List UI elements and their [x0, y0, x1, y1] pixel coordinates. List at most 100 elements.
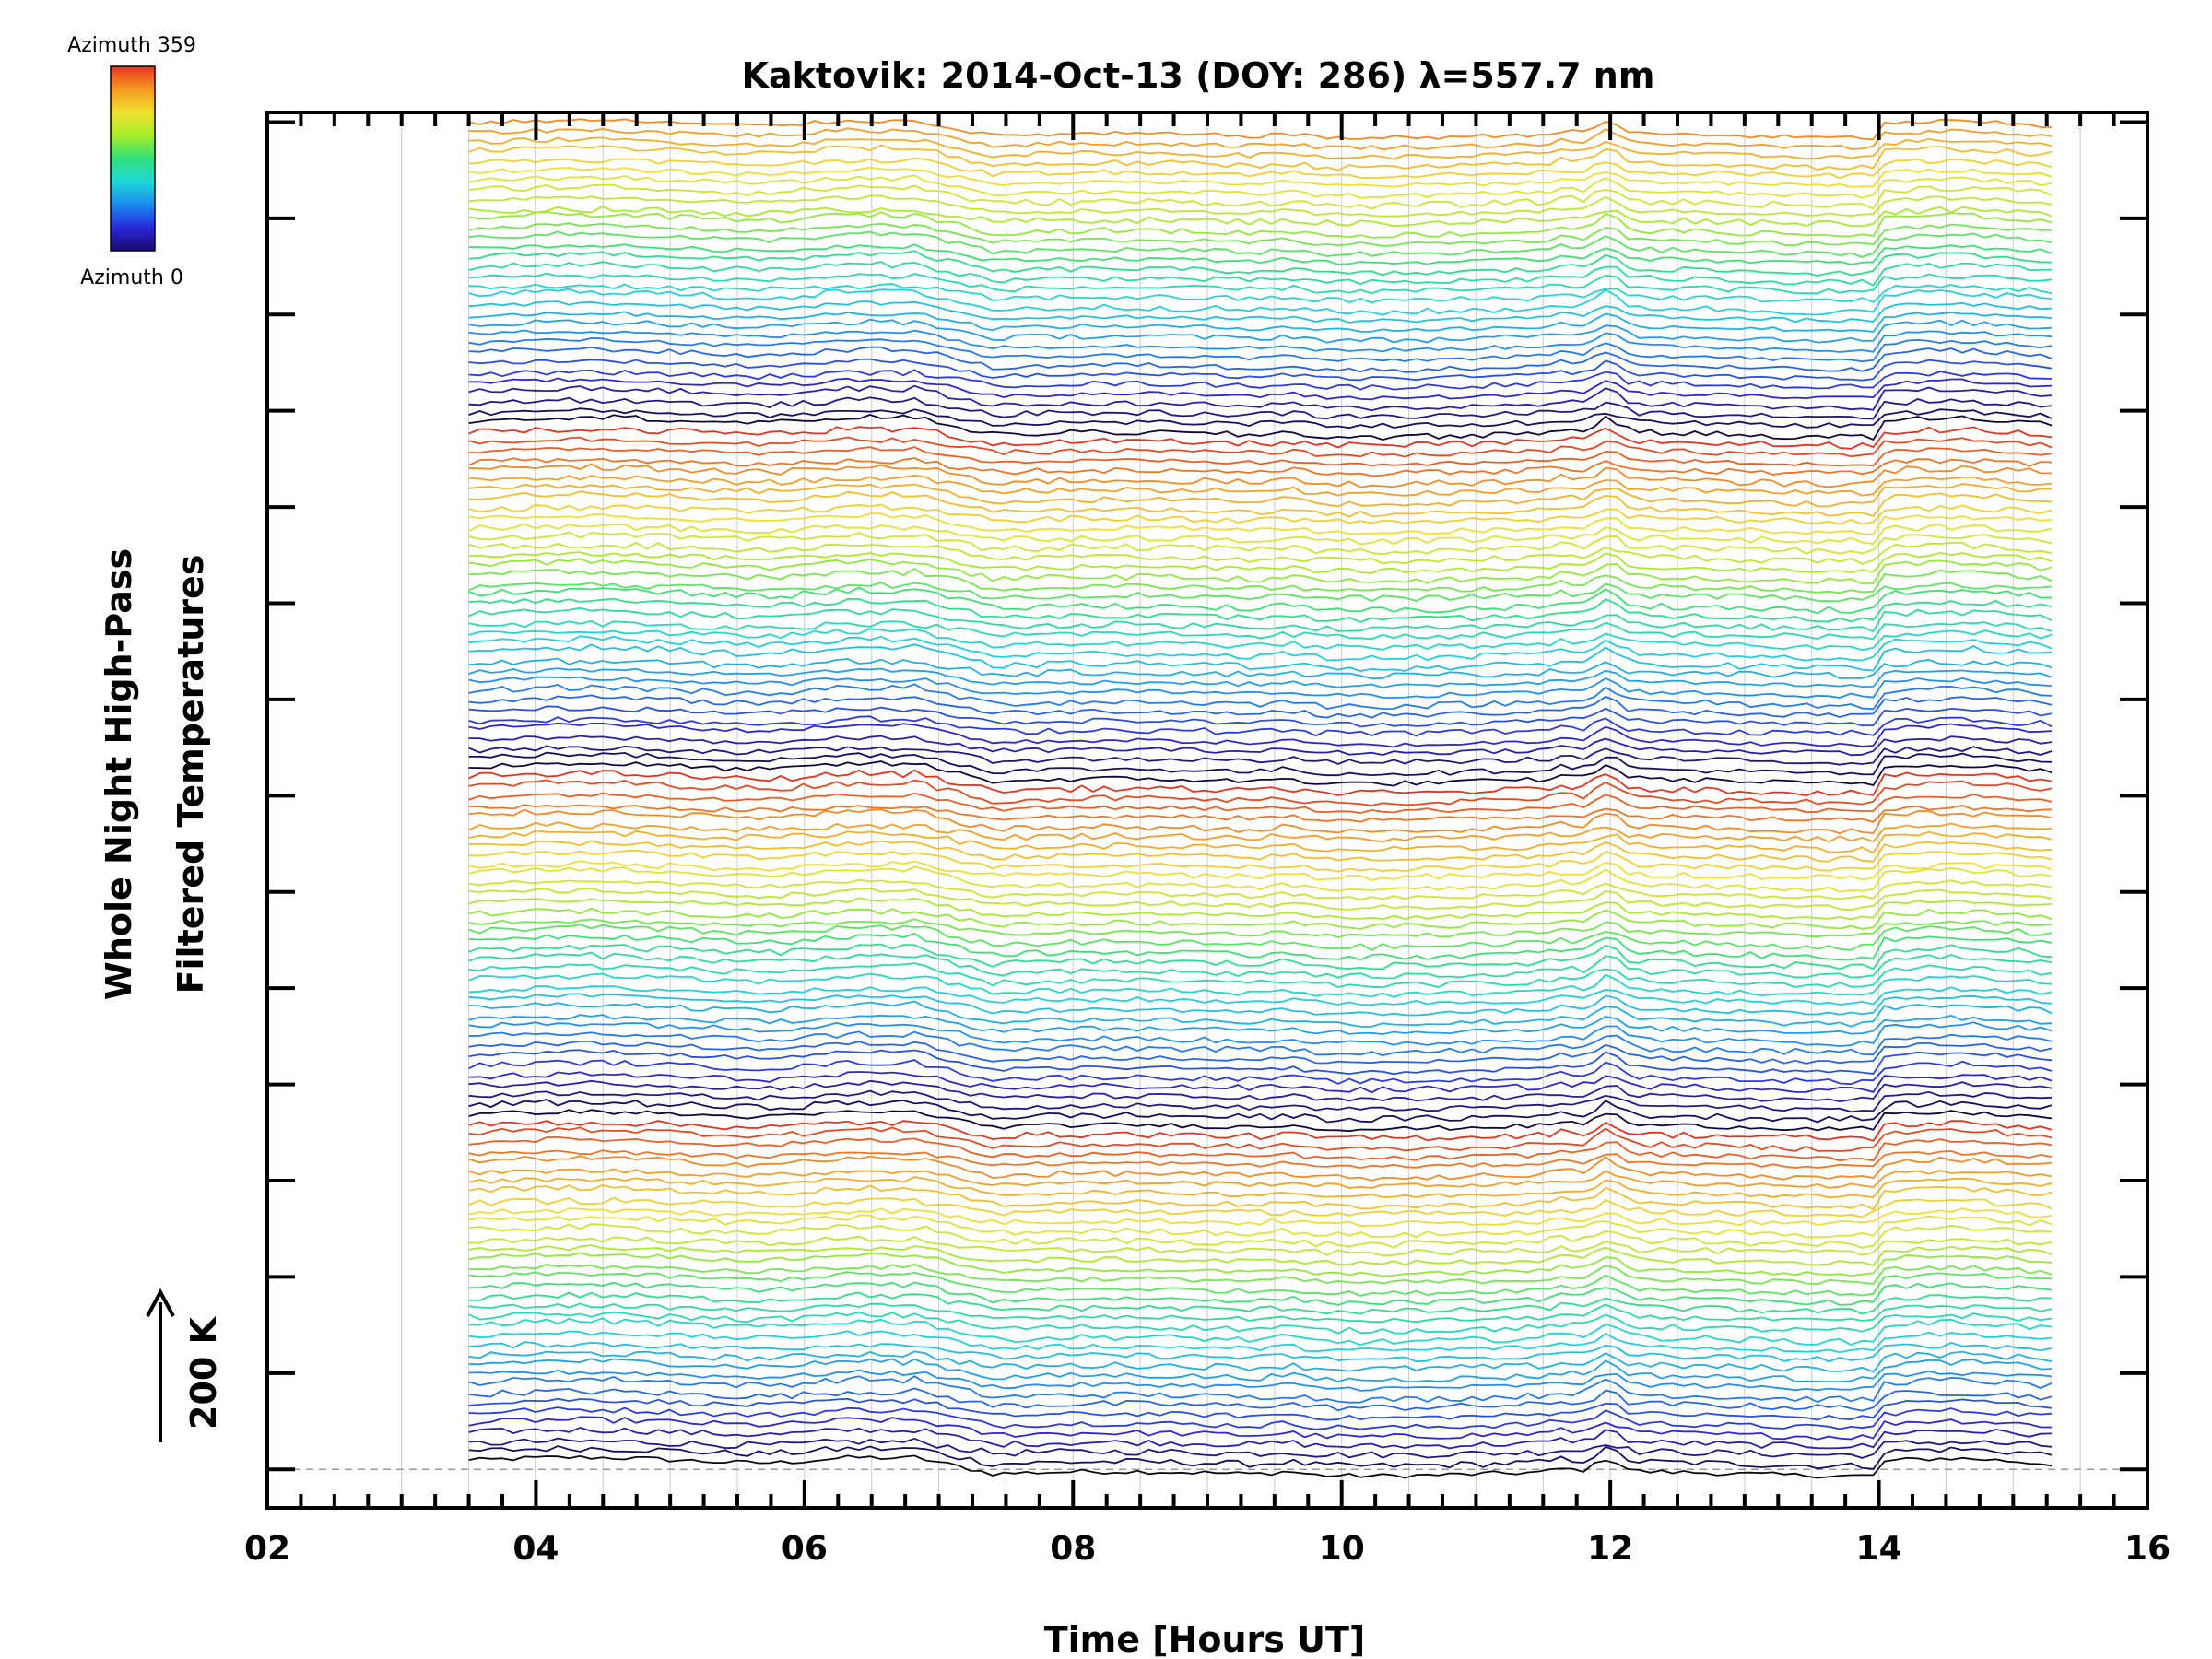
legend-bottom-label: Azimuth 0	[80, 266, 183, 289]
trace-line	[468, 779, 2053, 806]
trace-line	[468, 597, 2053, 623]
trace-line	[468, 503, 2053, 525]
trace-line	[468, 551, 2053, 574]
trace-line	[468, 586, 2053, 615]
trace-line	[468, 558, 2053, 585]
trace-line	[468, 166, 2053, 188]
trace-line	[468, 582, 2053, 603]
colorbar	[110, 65, 156, 252]
trace-line	[468, 951, 2053, 980]
y-axis-label-line2: Filtered Temperatures	[171, 555, 211, 994]
trace-line	[468, 531, 2053, 556]
trace-line	[468, 887, 2053, 912]
scale-indicator: 200 K	[146, 1288, 224, 1442]
trace-line	[468, 808, 2053, 835]
y-axis-label-line1: Whole Night High-Pass	[99, 548, 139, 1000]
trace-line	[468, 210, 2053, 239]
x-axis-label: Time [Hours UT]	[1044, 1619, 1366, 1659]
trace-line	[468, 1330, 2053, 1354]
x-tick-label: 06	[782, 1530, 828, 1568]
trace-line	[468, 705, 2053, 728]
trace-line	[468, 735, 2053, 757]
trace-line	[468, 329, 2053, 353]
trace-line	[468, 512, 2053, 535]
trace-line	[468, 384, 2053, 412]
trace-line	[468, 804, 2053, 823]
chart-title: Kaktovik: 2014-Oct-13 (DOY: 286) λ=557.7…	[742, 55, 1655, 96]
trace-line	[468, 205, 2053, 228]
trace-line	[468, 194, 2053, 218]
trace-line	[468, 282, 2053, 304]
trace-line	[468, 1109, 2053, 1133]
trace-line	[468, 628, 2053, 652]
trace-line	[468, 1437, 2053, 1459]
scale-label: 200 K	[183, 1315, 224, 1430]
trace-line	[468, 483, 2053, 508]
trace-line	[468, 860, 2053, 881]
trace-line	[468, 993, 2053, 1017]
trace-line	[468, 523, 2053, 546]
trace-line	[468, 1235, 2053, 1257]
trace-line	[468, 1049, 2053, 1076]
trace-line	[468, 878, 2053, 900]
trace-line	[468, 840, 2053, 863]
trace-line	[468, 1341, 2053, 1363]
colorbar-legend: Azimuth 359 Azimuth 0	[67, 34, 196, 289]
trace-line	[468, 272, 2053, 295]
trace-line	[468, 414, 2053, 441]
trace-line	[468, 346, 2053, 373]
trace-line	[468, 830, 2053, 854]
trace-line	[468, 1149, 2053, 1170]
trace-line	[468, 984, 2053, 1006]
trace-line	[468, 715, 2053, 737]
trace-line	[468, 369, 2053, 391]
trace-line	[468, 174, 2053, 199]
x-tick-labels: 02 04 06 08 10 12 14 16	[244, 1530, 2171, 1568]
trace-line	[468, 1135, 2053, 1162]
legend-top-label: Azimuth 359	[67, 34, 196, 57]
trace-line	[468, 1196, 2053, 1218]
x-tick-label: 02	[244, 1530, 290, 1568]
trace-line	[468, 924, 2053, 951]
trace-line	[468, 300, 2053, 324]
x-tick-label: 16	[2124, 1530, 2171, 1568]
trace-line	[468, 657, 2053, 680]
trace-line	[468, 972, 2053, 998]
trace-line	[468, 377, 2053, 401]
trace-line	[468, 250, 2053, 276]
trace-line	[468, 1155, 2053, 1182]
trace-line	[468, 1406, 2053, 1430]
trace-line	[468, 1358, 2053, 1383]
trace-line	[468, 792, 2053, 815]
x-tick-label: 04	[512, 1530, 559, 1568]
temperature-traces	[468, 118, 2053, 1479]
trace-line	[468, 722, 2053, 748]
trace-line	[468, 446, 2053, 467]
trace-line	[468, 1040, 2053, 1065]
trace-line	[468, 1079, 2053, 1103]
trace-line	[468, 849, 2053, 873]
trace-line	[468, 336, 2053, 363]
trace-line	[468, 619, 2053, 641]
trace-line	[468, 643, 2053, 673]
trace-line	[468, 751, 2053, 777]
trace-line	[468, 407, 2053, 429]
trace-line	[468, 436, 2053, 458]
trace-line	[468, 463, 2053, 488]
trace-line	[468, 1271, 2053, 1297]
trace-line	[468, 311, 2053, 333]
trace-line	[468, 1059, 2053, 1086]
trace-line	[468, 606, 2053, 633]
trace-line	[468, 897, 2053, 921]
trace-line	[468, 474, 2053, 497]
trace-line	[468, 1120, 2053, 1142]
trace-line	[468, 1291, 2053, 1315]
trace-line	[468, 1184, 2053, 1211]
trace-line	[468, 1126, 2053, 1152]
trace-line	[468, 1416, 2053, 1441]
trace-line	[468, 358, 2053, 382]
trace-line	[468, 1222, 2053, 1249]
trace-line	[468, 1350, 2053, 1373]
trace-line	[468, 1454, 2053, 1479]
trace-line	[468, 1281, 2053, 1306]
